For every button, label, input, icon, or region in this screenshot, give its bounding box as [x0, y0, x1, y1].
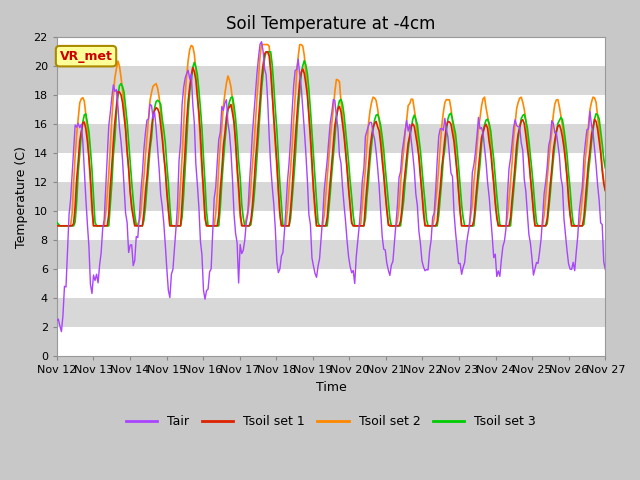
Bar [57, 66, 605, 96]
Bar [57, 240, 605, 269]
Title: Soil Temperature at -4cm: Soil Temperature at -4cm [227, 15, 436, 33]
Y-axis label: Temperature (C): Temperature (C) [15, 146, 28, 248]
Bar [57, 211, 605, 240]
Bar [57, 327, 605, 356]
X-axis label: Time: Time [316, 381, 346, 394]
Text: VR_met: VR_met [60, 49, 113, 63]
Bar [57, 153, 605, 182]
Legend: Tair, Tsoil set 1, Tsoil set 2, Tsoil set 3: Tair, Tsoil set 1, Tsoil set 2, Tsoil se… [121, 410, 541, 433]
Bar [57, 298, 605, 327]
Bar [57, 96, 605, 124]
Bar [57, 37, 605, 66]
Bar [57, 269, 605, 298]
Bar [57, 182, 605, 211]
Bar [57, 124, 605, 153]
